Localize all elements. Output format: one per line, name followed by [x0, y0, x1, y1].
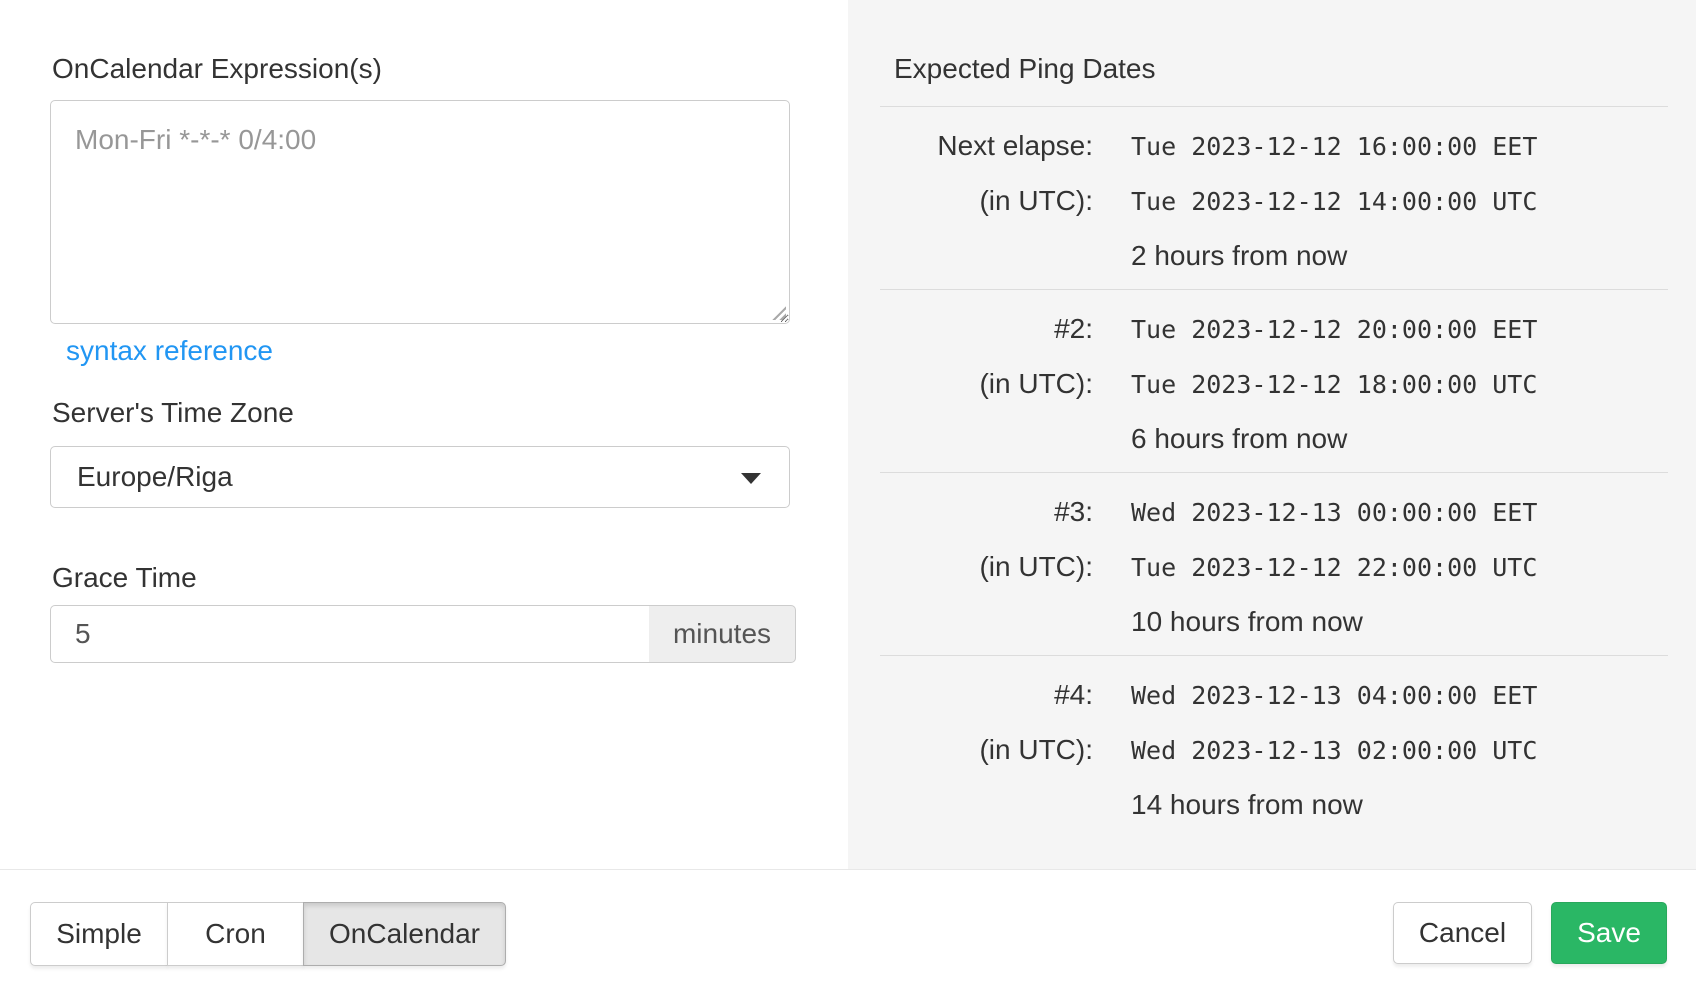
ping-entry-1: Next elapse: Tue 2023-12-12 16:00:00 EET… [880, 107, 1668, 289]
timezone-selected-value: Europe/Riga [77, 461, 233, 492]
schedule-form: OnCalendar Expression(s) Mon-Fri *-*-* 0… [0, 0, 848, 869]
ping-entry-local-datetime: Wed 2023-12-13 04:00:00 EET [1131, 681, 1538, 710]
schedule-mode-button-group: Simple Cron OnCalendar [30, 902, 506, 966]
ping-entry-utc-datetime: Tue 2023-12-12 18:00:00 UTC [1131, 370, 1538, 399]
oncalendar-expression-label: OnCalendar Expression(s) [52, 53, 382, 84]
ping-entry-3: #3: Wed 2023-12-13 00:00:00 EET (in UTC)… [880, 473, 1668, 655]
grace-time-input[interactable] [50, 605, 650, 663]
ping-entry-label: Next elapse: [937, 130, 1093, 161]
timezone-select[interactable]: Europe/Riga [50, 446, 790, 508]
expected-ping-dates-title: Expected Ping Dates [894, 53, 1156, 84]
ping-entry-2: #2: Tue 2023-12-12 20:00:00 EET (in UTC)… [880, 290, 1668, 472]
expected-ping-dates-panel: Expected Ping Dates Next elapse: Tue 202… [848, 0, 1696, 869]
ping-entry-relative-time: 6 hours from now [1131, 423, 1348, 454]
save-button[interactable]: Save [1551, 902, 1667, 964]
ping-entry-local-datetime: Tue 2023-12-12 16:00:00 EET [1131, 132, 1538, 161]
timezone-label: Server's Time Zone [52, 397, 294, 428]
ping-entry-local-datetime: Tue 2023-12-12 20:00:00 EET [1131, 315, 1538, 344]
grace-time-label: Grace Time [52, 562, 197, 593]
ping-entry-relative-time: 10 hours from now [1131, 606, 1363, 637]
ping-entry-utc-label: (in UTC): [979, 551, 1093, 582]
divider [880, 289, 1668, 290]
tab-cron[interactable]: Cron [167, 902, 304, 966]
chevron-down-icon [741, 473, 761, 484]
ping-entry-local-datetime: Wed 2023-12-13 00:00:00 EET [1131, 498, 1538, 527]
ping-entry-utc-datetime: Wed 2023-12-13 02:00:00 UTC [1131, 736, 1538, 765]
divider [880, 106, 1668, 107]
dialog-actions: Cancel Save [1393, 902, 1667, 964]
ping-entry-utc-label: (in UTC): [979, 368, 1093, 399]
divider [880, 472, 1668, 473]
ping-entry-label: #3: [1054, 496, 1093, 527]
ping-entry-utc-datetime: Tue 2023-12-12 14:00:00 UTC [1131, 187, 1538, 216]
oncalendar-expression-input[interactable]: Mon-Fri *-*-* 0/4:00 [50, 100, 790, 324]
grace-time-unit-addon: minutes [649, 605, 796, 663]
ping-entry-4: #4: Wed 2023-12-13 04:00:00 EET (in UTC)… [880, 656, 1668, 838]
cancel-button[interactable]: Cancel [1393, 902, 1532, 964]
ping-entry-label: #4: [1054, 679, 1093, 710]
dialog-footer: Simple Cron OnCalendar Cancel Save [0, 869, 1696, 998]
ping-entry-utc-datetime: Tue 2023-12-12 22:00:00 UTC [1131, 553, 1538, 582]
ping-entry-utc-label: (in UTC): [979, 185, 1093, 216]
ping-entry-label: #2: [1054, 313, 1093, 344]
tab-simple[interactable]: Simple [30, 902, 168, 966]
divider [880, 655, 1668, 656]
tab-oncalendar[interactable]: OnCalendar [303, 902, 506, 966]
ping-entry-relative-time: 14 hours from now [1131, 789, 1363, 820]
syntax-reference-link[interactable]: syntax reference [66, 335, 273, 366]
ping-entry-utc-label: (in UTC): [979, 734, 1093, 765]
ping-entry-relative-time: 2 hours from now [1131, 240, 1348, 271]
